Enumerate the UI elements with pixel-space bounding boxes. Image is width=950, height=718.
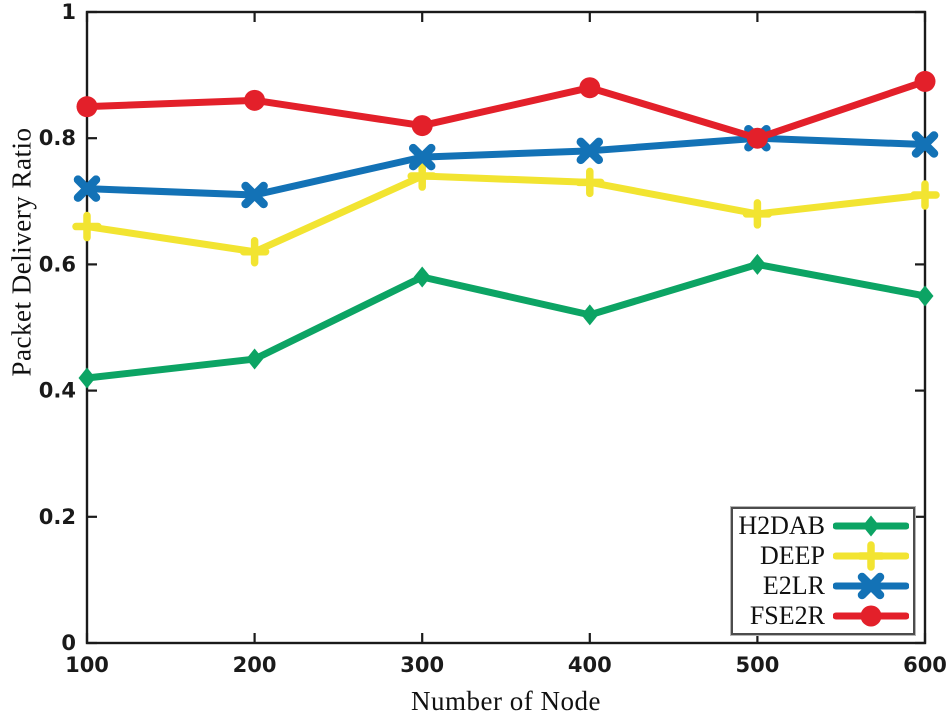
fse2r-line-marker-icon xyxy=(833,605,909,627)
legend-label-deep: DEEP xyxy=(760,541,825,570)
fse2r-marker xyxy=(411,115,433,137)
deep-marker xyxy=(910,180,940,210)
fse2r-marker xyxy=(76,96,98,118)
x-tick-label: 300 xyxy=(400,653,444,677)
plot-frame xyxy=(85,10,927,645)
legend-label-fse2r: FSE2R xyxy=(749,601,825,630)
y-tick-label: 0.2 xyxy=(39,505,76,529)
fse2r-marker xyxy=(579,77,601,99)
h2dab-marker xyxy=(246,348,264,370)
deep-marker xyxy=(575,167,605,198)
h2dab-marker xyxy=(413,266,431,288)
h2dab-marker xyxy=(916,285,934,307)
y-tick-label: 0.8 xyxy=(39,126,76,150)
e2lr-marker xyxy=(241,181,268,209)
x-axis-title: Number of Node xyxy=(411,686,601,716)
legend-item-fse2r: FSE2R xyxy=(735,601,909,631)
e2lr-marker xyxy=(576,137,604,165)
deep-marker xyxy=(407,161,437,191)
e2lr-line xyxy=(83,134,929,199)
y-tick-label: 0.6 xyxy=(39,252,76,276)
legend-item-deep: DEEP xyxy=(735,541,909,571)
h2dab-marker xyxy=(78,367,96,389)
fse2r-line xyxy=(83,77,929,142)
e2lr-marker xyxy=(408,143,436,171)
x-tick-label: 100 xyxy=(65,653,109,677)
legend-item-h2dab: H2DAB xyxy=(735,511,909,541)
h2dab-line xyxy=(83,260,929,382)
e2lr-line-marker-icon xyxy=(833,572,909,600)
x-tick-label: 600 xyxy=(903,653,947,677)
deep-marker xyxy=(742,199,773,229)
y-tick-label: 0 xyxy=(61,631,76,655)
y-tick-label: 0.4 xyxy=(39,379,76,403)
deep-marker xyxy=(72,211,102,242)
x-tick-label: 400 xyxy=(568,653,612,677)
legend: H2DAB DEEP E2LR FSE2R xyxy=(730,506,916,636)
fse2r-marker xyxy=(244,89,266,111)
legend-label-e2lr: E2LR xyxy=(762,571,825,600)
x-tick-label: 200 xyxy=(233,653,277,677)
y-tick-label: 1 xyxy=(61,0,76,24)
legend-item-e2lr: E2LR xyxy=(735,571,909,601)
deep-marker xyxy=(239,237,270,267)
e2lr-marker xyxy=(911,131,939,158)
y-axis-title: Packet Delivery Ratio xyxy=(6,127,37,377)
x-tick-label: 500 xyxy=(735,653,779,677)
e2lr-marker xyxy=(73,175,101,202)
fse2r-marker xyxy=(746,127,768,149)
h2dab-line-marker-icon xyxy=(833,515,909,537)
deep-line xyxy=(83,172,929,256)
fse2r-marker xyxy=(914,70,936,92)
deep-line-marker-icon xyxy=(833,541,909,571)
h2dab-marker xyxy=(748,253,766,275)
legend-label-h2dab: H2DAB xyxy=(738,511,825,540)
h2dab-marker xyxy=(581,304,599,326)
